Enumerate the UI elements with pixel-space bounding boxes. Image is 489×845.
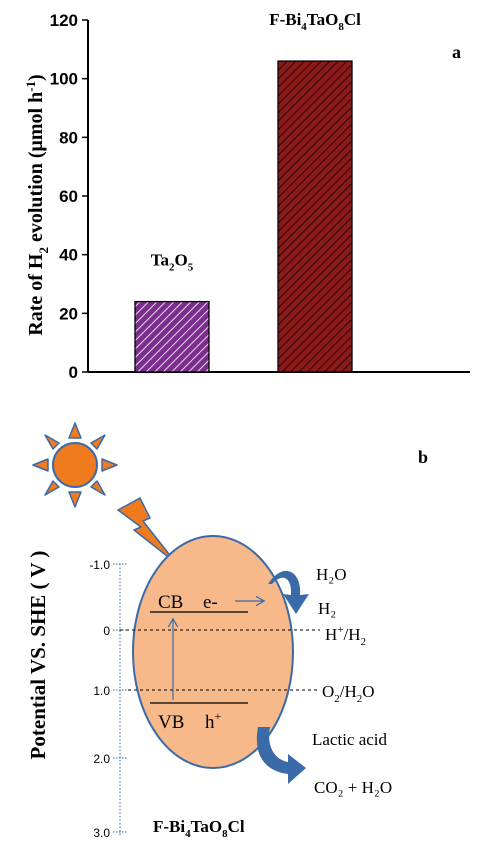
y-ticks: 0 20 40 60 80 100 120 <box>50 11 88 382</box>
potential-axis-label: Potential VS. SHE ( V ) <box>26 551 50 760</box>
lightning-icon <box>117 497 177 564</box>
cb-label: CB <box>158 592 183 613</box>
y-axis-label: Rate of H2 evolution (μmol h-1) <box>23 74 51 335</box>
y-tick-label: 40 <box>59 246 78 265</box>
potential-tick-label: 3.0 <box>93 826 110 840</box>
potential-tick-label: -1.0 <box>89 558 110 572</box>
co2-h2o-label: CO₂ + H₂O <box>314 778 392 797</box>
sun-icon <box>32 422 118 508</box>
bars: Ta2O5 F-Bi4TaO8Cl <box>134 10 361 373</box>
y-tick-label: 0 <box>69 363 78 382</box>
potential-tick-label: 2.0 <box>93 752 110 766</box>
potential-ticks: -1.0 0 1.0 2.0 3.0 <box>89 558 127 840</box>
vb-label: VB <box>158 712 184 733</box>
panel-label-b: b <box>418 447 428 467</box>
o2-h2o-label: O2/H2O <box>322 682 375 705</box>
bar-label-1: F-Bi4TaO8Cl <box>269 10 361 33</box>
bar-1 <box>277 60 353 373</box>
bar-0 <box>134 300 210 373</box>
y-tick-label: 100 <box>50 70 78 89</box>
h2o-label: H₂O <box>316 565 346 584</box>
bar-chart-panel: Rate of H2 evolution (μmol h-1) 0 20 40 60 8… <box>23 10 470 382</box>
y-tick-label: 60 <box>59 187 78 206</box>
panel-label-a: a <box>452 42 461 62</box>
reduction-curved-arrow <box>268 570 309 614</box>
lactic-acid-label: Lactic acid <box>312 730 388 749</box>
hole-label: h+ <box>205 709 222 733</box>
oxidation-curved-arrow <box>256 727 306 784</box>
bar-label-0: Ta2O5 <box>151 251 194 274</box>
h2-label: H₂ <box>318 599 336 618</box>
y-tick-label: 20 <box>59 304 78 323</box>
material-label: F-Bi4TaO8Cl <box>153 817 245 840</box>
semiconductor-ellipse <box>132 535 294 769</box>
electron-label: e- <box>203 592 218 613</box>
y-tick-label: 80 <box>59 128 78 147</box>
potential-tick-label: 0 <box>103 624 110 638</box>
band-diagram-panel: b Potential VS. SHE ( V ) -1.0 0 1.0 2.0 3.0 <box>26 422 428 840</box>
y-tick-label: 120 <box>50 11 78 30</box>
h-plus-h2-label: H+/H2 <box>325 624 366 648</box>
potential-tick-label: 1.0 <box>93 684 110 698</box>
